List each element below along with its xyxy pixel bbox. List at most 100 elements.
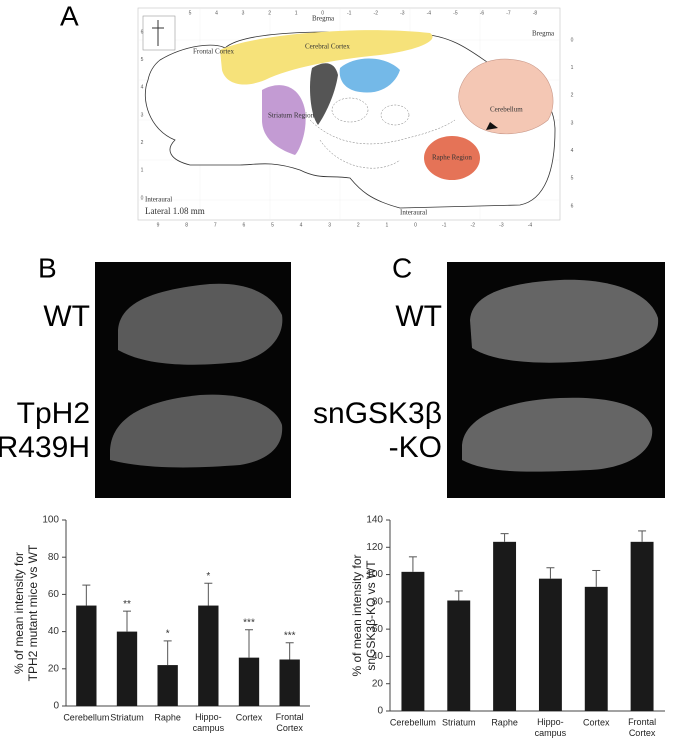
bar: [76, 605, 97, 706]
ruler-label: -6: [480, 10, 485, 16]
brain-section: [462, 279, 659, 472]
x-tick-label: Frontal Cortex: [276, 712, 304, 733]
ruler-label: 0: [321, 10, 324, 16]
atlas-label: Interaural: [145, 196, 172, 204]
bar: [238, 657, 260, 706]
ruler-label: 1: [386, 222, 389, 228]
significance: *: [206, 571, 210, 582]
image-label: WT: [395, 300, 442, 333]
ruler-label: -2: [374, 10, 379, 16]
bar: [538, 578, 562, 711]
bar: [493, 541, 517, 711]
y-tick-label: 20: [48, 663, 60, 674]
ruler-label: 5: [141, 57, 144, 63]
ruler-label: -2: [471, 222, 476, 228]
y-tick-label: 40: [372, 651, 384, 662]
y-tick-label: 100: [42, 515, 59, 526]
x-tick-label: Striatum: [442, 717, 476, 727]
x-tick-label: Frontal Cortex: [628, 717, 656, 738]
atlas-label: Lateral 1.08 mm: [145, 206, 205, 216]
bar: [630, 541, 654, 711]
x-tick-label: Cerebellum: [390, 717, 436, 727]
ruler-label: 3: [328, 222, 331, 228]
error-bar: [546, 567, 555, 579]
ruler-label: 3: [571, 120, 574, 126]
bar: [198, 605, 219, 706]
panel-label: B: [38, 252, 57, 283]
error-bar: [500, 533, 509, 542]
bar: [584, 586, 608, 711]
error-bar: [592, 569, 601, 587]
x-tick-label: Cortex: [583, 717, 610, 727]
atlas-label: Bregma: [532, 30, 555, 38]
y-tick-label: 0: [377, 706, 383, 717]
y-tick-label: 80: [48, 552, 60, 563]
ruler-label: -1: [442, 222, 447, 228]
bar: [116, 631, 138, 706]
error-bar: [285, 642, 294, 660]
y-tick-label: 40: [48, 626, 60, 637]
panel-label: C: [392, 252, 412, 283]
ruler-label: 0: [571, 37, 574, 43]
ruler-label: 1: [571, 65, 574, 71]
ruler-label: 7: [214, 222, 217, 228]
atlas-label: Frontal Cortex: [193, 48, 235, 56]
ruler-label: 4: [571, 148, 574, 154]
ruler-label: 2: [141, 140, 144, 146]
atlas-label: Raphe Region: [432, 154, 472, 162]
x-tick-label: Hippo-campus: [535, 717, 567, 738]
atlas-diagram: Bregma Bregma Cerebral Cortex Frontal Co…: [137, 7, 574, 228]
ruler-label: 2: [571, 93, 574, 99]
y-axis-label: % of mean intensity forTPH2 mutant mice …: [12, 544, 40, 681]
ruler-label: -1: [347, 10, 352, 16]
x-tick-label: Raphe: [491, 717, 518, 727]
y-tick-label: 60: [372, 624, 384, 635]
significance: ***: [284, 630, 296, 641]
y-tick-label: 100: [366, 569, 383, 580]
bar: [157, 665, 178, 706]
ruler-label: 0: [141, 195, 144, 201]
x-tick-label: Cortex: [236, 712, 263, 722]
ruler-label: 1: [295, 10, 298, 16]
error-bar: [123, 610, 131, 632]
x-tick-label: Cerebellum: [63, 712, 109, 722]
error-bar: [245, 629, 253, 658]
ruler-label: 5: [271, 222, 274, 228]
bar: [447, 600, 471, 711]
significance: **: [123, 599, 131, 610]
y-tick-label: 0: [53, 701, 59, 712]
error-bar: [454, 590, 463, 601]
ruler-label: 2: [357, 222, 360, 228]
significance: ***: [243, 617, 255, 628]
ruler-label: 6: [141, 29, 144, 35]
bar: [279, 659, 300, 706]
panel-label: A: [60, 0, 79, 31]
y-tick-label: 120: [366, 542, 383, 553]
ruler-label: -5: [453, 10, 458, 16]
ruler-label: -3: [499, 222, 504, 228]
y-tick-label: 20: [372, 678, 384, 689]
ruler-label: 5: [571, 176, 574, 182]
ruler-label: 3: [242, 10, 245, 16]
atlas-label: Bregma: [312, 15, 335, 23]
ruler-label: 6: [571, 203, 574, 209]
error-bar: [204, 582, 213, 606]
error-bar: [163, 640, 172, 666]
image-label: TpH2 R439H: [0, 397, 90, 464]
y-tick-label: 140: [366, 515, 383, 526]
bar: [401, 571, 425, 711]
ruler-label: 9: [157, 222, 160, 228]
ruler-label: 5: [189, 10, 192, 16]
y-tick-label: 60: [48, 589, 60, 600]
y-tick-label: 80: [372, 596, 384, 607]
atlas-label: Interaural: [400, 209, 427, 217]
ruler-label: 3: [141, 112, 144, 118]
ruler-label: 2: [268, 10, 271, 16]
y-axis-label: % of mean intensity forsnGSK3β-KO vs WT: [350, 554, 378, 676]
ruler-label: 4: [215, 10, 218, 16]
error-bar: [638, 530, 647, 542]
x-tick-label: Raphe: [154, 712, 181, 722]
x-tick-label: Hippo-campus: [193, 712, 225, 733]
ruler-label: 0: [414, 222, 417, 228]
